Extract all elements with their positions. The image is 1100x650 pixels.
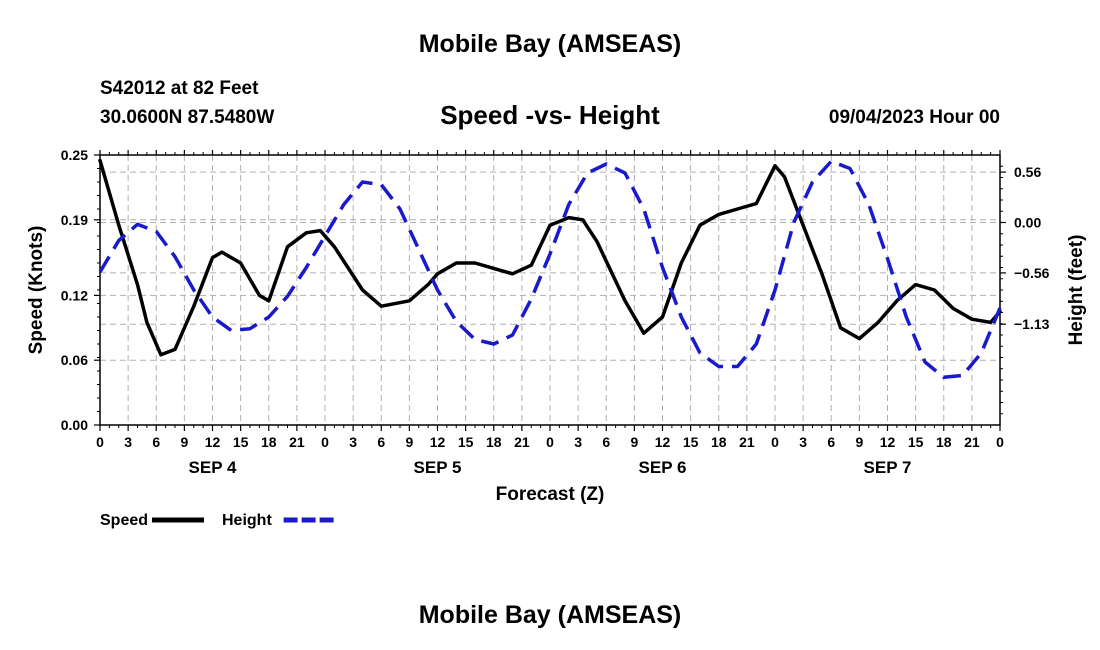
x-tick-label: 18: [711, 434, 727, 450]
y-tick-label: 0.19: [61, 212, 88, 228]
x-tick-label: 0: [96, 434, 104, 450]
x-tick-label: 12: [430, 434, 446, 450]
day-label: SEP 4: [189, 458, 237, 477]
station-label: S42012 at 82 Feet: [100, 78, 259, 99]
speed-height-chart: 0 3 6 9 12 15 18 21 0 3 6 9 12 15 18 21 0 3 6 9 12 15 18 21 0 3 6 9…: [26, 147, 1087, 529]
y-tick-label: 0.06: [61, 352, 88, 368]
x-tick-label: 12: [655, 434, 671, 450]
y2-tick-label: −1.13: [1014, 316, 1050, 332]
series-line-height: [98, 159, 1002, 380]
x-tick-label: 15: [683, 434, 699, 450]
x-tick-label: 3: [799, 434, 807, 450]
x-tick-label: 18: [486, 434, 502, 450]
series-layer: [98, 158, 1002, 380]
x-tick-label: 18: [936, 434, 952, 450]
y-tick-label: 0.25: [61, 147, 88, 163]
x-tick-label: 9: [855, 434, 863, 450]
x-tick-label: 0: [771, 434, 779, 450]
y-tick-label: 0.12: [61, 287, 88, 303]
x-tick-label: 6: [377, 434, 385, 450]
x-axis-label: Forecast (Z): [496, 484, 605, 505]
x-tick-label: 0: [996, 434, 1004, 450]
x-tick-label: 0: [321, 434, 329, 450]
y2-tick-label: 0.56: [1014, 164, 1041, 180]
chart-title: Speed -vs- Height: [440, 100, 660, 130]
x-tick-label: 21: [739, 434, 755, 450]
axis-layer: 0 3 6 9 12 15 18 21 0 3 6 9 12 15 18 21 0 3 6 9 12 15 18 21 0 3 6 9…: [26, 147, 1087, 505]
x-tick-label: 6: [602, 434, 610, 450]
x-tick-label: 0: [546, 434, 554, 450]
series-line-speed: [98, 158, 1002, 357]
x-tick-label: 21: [964, 434, 980, 450]
main-title: Mobile Bay (AMSEAS): [418, 30, 682, 58]
x-tick-label: 15: [908, 434, 924, 450]
x-tick-label: 12: [880, 434, 896, 450]
x-tick-label: 15: [233, 434, 249, 450]
x-tick-label: 9: [630, 434, 638, 450]
x-tick-label: 18: [261, 434, 277, 450]
day-label: SEP 6: [639, 458, 687, 477]
day-label: SEP 7: [864, 458, 912, 477]
legend-label-height: Height: [222, 512, 272, 529]
x-tick-label: 3: [124, 434, 132, 450]
y2-tick-label: −0.56: [1014, 265, 1050, 281]
day-label: SEP 5: [414, 458, 462, 477]
x-tick-label: 15: [458, 434, 474, 450]
forecast-datetime: 09/04/2023 Hour 00: [828, 107, 1000, 128]
x-tick-label: 6: [827, 434, 835, 450]
x-tick-label: 9: [180, 434, 188, 450]
x-tick-label: 12: [205, 434, 221, 450]
x-tick-label: 21: [514, 434, 530, 450]
x-tick-label: 3: [574, 434, 582, 450]
y-tick-label: 0.00: [61, 417, 88, 433]
legend-label-speed: Speed: [100, 512, 148, 529]
legend: Speed Height: [100, 512, 336, 529]
y2-axis-label: Height (feet): [1066, 235, 1087, 346]
y2-tick-label: 0.00: [1014, 215, 1041, 231]
grid-layer: [100, 155, 1000, 425]
x-tick-label: 6: [152, 434, 160, 450]
x-tick-label: 9: [405, 434, 413, 450]
y-axis-label: Speed (Knots): [26, 226, 47, 355]
x-tick-label: 3: [349, 434, 357, 450]
x-tick-label: 21: [289, 434, 305, 450]
bottom-title: Mobile Bay (AMSEAS): [418, 601, 682, 629]
coordinates-label: 30.0600N 87.5480W: [100, 107, 275, 128]
